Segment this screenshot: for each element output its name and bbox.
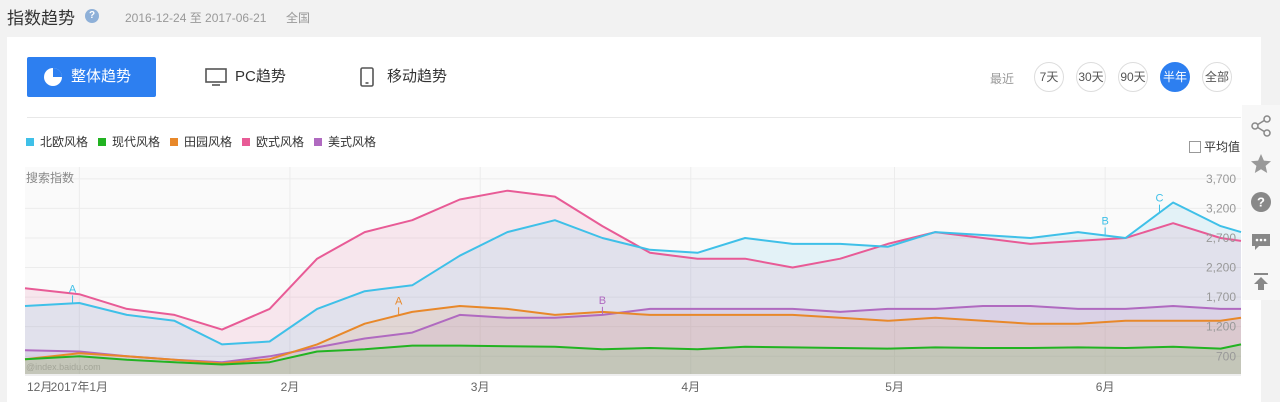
series-line-3 — [24, 189, 1242, 331]
y-tick-label: 2,700 — [1206, 231, 1236, 245]
top-bar: 指数趋势 ? 2016-12-24 至 2017-06-21 全国 — [0, 0, 1280, 34]
range-label: 最近 — [990, 72, 1015, 86]
y-tick-label: 1,700 — [1206, 290, 1236, 304]
pie-chart-icon — [44, 68, 62, 86]
help-icon[interactable]: ? — [1250, 191, 1272, 213]
tab-pc-trend[interactable]: PC趋势 — [205, 57, 286, 97]
trend-panel: 整体趋势 PC趋势 移动趋势 最近 7天 30天 90天 半年 全部 北欧风格 … — [7, 37, 1261, 402]
divider — [27, 117, 1241, 118]
range-30-days-button[interactable]: 30天 — [1076, 62, 1106, 92]
legend-swatch — [170, 138, 178, 146]
tab-overall-trend[interactable]: 整体趋势 — [27, 57, 156, 97]
average-checkbox[interactable] — [1189, 141, 1201, 153]
back-to-top-icon[interactable] — [1250, 271, 1272, 293]
y-tick-label: 2,200 — [1206, 261, 1236, 275]
annotation-label: C — [1156, 193, 1164, 205]
y-tick-label: 3,700 — [1206, 172, 1236, 186]
y-tick-label: 3,200 — [1206, 201, 1236, 215]
y-axis-label: 搜索指数 — [26, 170, 74, 185]
annotation-label: B — [599, 295, 606, 307]
legend-swatch — [26, 138, 34, 146]
side-toolbar: ? — [1242, 105, 1280, 300]
y-tick-label: 700 — [1216, 349, 1236, 363]
question-icon[interactable]: ? — [85, 9, 99, 23]
tab-pc-label: PC趋势 — [235, 68, 286, 85]
range-7-days-button[interactable]: 7天 — [1034, 62, 1064, 92]
legend-item-nordic[interactable]: 北欧风格 — [26, 135, 88, 149]
range-90-days-button[interactable]: 90天 — [1118, 62, 1148, 92]
x-tick-label: 2017年1月 — [51, 380, 108, 394]
legend-label: 田园风格 — [184, 135, 233, 149]
legend-item-modern[interactable]: 现代风格 — [98, 135, 160, 149]
series-area-4 — [25, 306, 1241, 374]
legend-item-american[interactable]: 美式风格 — [314, 135, 376, 149]
legend-swatch — [98, 138, 106, 146]
plot-area — [25, 167, 1241, 374]
mobile-phone-icon — [360, 67, 374, 87]
series-line-4 — [24, 305, 1241, 364]
y-tick-label: 1,200 — [1206, 320, 1236, 334]
series-area-2 — [25, 306, 1241, 374]
annotation-label: A — [69, 283, 77, 295]
annotation-label: B — [1101, 215, 1108, 227]
x-tick-label: 12月 — [27, 380, 52, 394]
average-toggle[interactable]: 平均值 — [1189, 140, 1240, 154]
legend-item-pastoral[interactable]: 田园风格 — [170, 135, 232, 149]
series-line-1 — [24, 343, 1242, 366]
legend-label: 北欧风格 — [40, 135, 89, 149]
series-area-0 — [25, 202, 1241, 374]
monitor-icon — [205, 68, 227, 86]
range-all-button[interactable]: 全部 — [1202, 62, 1232, 92]
series-line-2 — [24, 305, 1242, 365]
page-title: 指数趋势 — [7, 9, 75, 28]
x-tick-label: 5月 — [885, 380, 904, 394]
annotation-label: A — [395, 295, 403, 307]
x-tick-label: 6月 — [1096, 380, 1115, 394]
star-icon[interactable] — [1250, 153, 1272, 175]
legend-swatch — [242, 138, 250, 146]
average-label: 平均值 — [1204, 140, 1241, 154]
tab-mobile-trend[interactable]: 移动趋势 — [357, 57, 447, 97]
watermark: @index.baidu.com — [26, 362, 101, 372]
tab-overall-label: 整体趋势 — [71, 68, 132, 85]
legend-swatch — [314, 138, 322, 146]
date-range: 2016-12-24 至 2017-06-21 — [125, 11, 267, 25]
trend-chart: 搜索指数 @index.baidu.com A A B B C 700 1,200 1,700 2,… — [24, 167, 1242, 394]
x-tick-label: 2月 — [281, 380, 300, 394]
tab-mobile-label: 移动趋势 — [387, 68, 448, 85]
series-area-3 — [25, 190, 1241, 374]
share-icon[interactable] — [1250, 115, 1272, 137]
legend-item-european[interactable]: 欧式风格 — [242, 135, 304, 149]
range-half-year-button[interactable]: 半年 — [1160, 62, 1190, 92]
series-line-0 — [24, 201, 1242, 346]
legend-label: 欧式风格 — [256, 135, 305, 149]
x-tick-label: 4月 — [681, 380, 700, 394]
x-tick-label: 3月 — [471, 380, 490, 394]
region-label: 全国 — [286, 11, 311, 25]
legend-label: 美式风格 — [328, 135, 377, 149]
legend-label: 现代风格 — [112, 135, 161, 149]
svg-text:?: ? — [1257, 195, 1265, 210]
comment-icon[interactable] — [1250, 231, 1272, 253]
